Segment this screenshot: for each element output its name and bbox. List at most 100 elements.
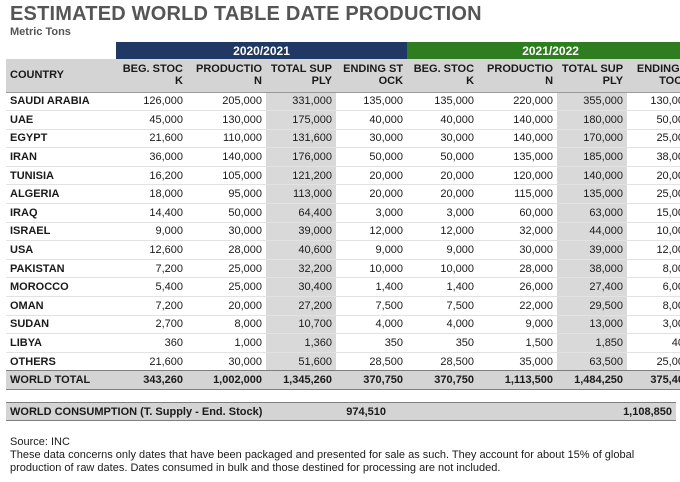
- value-cell: 36,000: [149, 151, 183, 164]
- year-header-2020-2021: 2020/2021: [116, 42, 408, 59]
- total-cell: 370,750: [336, 370, 408, 390]
- table-row: ISRAEL 9,000 30,000 39,000 12,000 12,000…: [6, 222, 680, 241]
- value-cell: 30,000: [369, 132, 404, 145]
- col-header-country: COUNTRY: [6, 59, 116, 93]
- table-row: EGYPT 21,600 110,000 131,600 30,000 30,0…: [6, 129, 680, 148]
- country-cell: ISRAEL: [10, 225, 51, 238]
- value-cell: 13,000: [557, 315, 628, 334]
- col-header-production: PRODUCTION: [187, 59, 266, 93]
- value-cell: 50,000: [228, 206, 262, 219]
- col-header-beg-stock: BEG. STOCK: [407, 59, 479, 93]
- total-cell: 375,400: [627, 370, 680, 390]
- value-cell: 39,000: [266, 222, 336, 241]
- source-note: Source: INC: [10, 436, 70, 448]
- value-cell: 21,600: [149, 132, 183, 145]
- value-cell: 5,400: [155, 281, 183, 294]
- col-header-total-supply: TOTAL SUPPLY: [557, 59, 628, 93]
- value-cell: 25,000: [656, 355, 680, 368]
- value-cell: 12,000: [656, 244, 680, 257]
- value-cell: 50,000: [440, 151, 475, 164]
- value-cell: 7,200: [155, 262, 183, 275]
- value-cell: 28,000: [228, 244, 262, 257]
- value-cell: 400: [671, 337, 680, 350]
- world-consumption-row: WORLD CONSUMPTION (T. Supply - End. Stoc…: [6, 402, 676, 421]
- value-cell: 135,000: [363, 95, 404, 108]
- value-cell: 355,000: [557, 92, 628, 111]
- value-cell: 20,000: [369, 169, 404, 182]
- value-cell: 140,000: [513, 113, 554, 126]
- value-cell: 20,000: [228, 299, 262, 312]
- value-cell: 2,700: [155, 318, 183, 331]
- value-cell: 1,000: [234, 337, 262, 350]
- value-cell: 95,000: [228, 188, 262, 201]
- value-cell: 28,000: [519, 262, 554, 275]
- value-cell: 12,000: [369, 225, 404, 238]
- value-cell: 35,000: [519, 355, 554, 368]
- value-cell: 38,000: [557, 259, 628, 278]
- value-cell: 360: [164, 337, 183, 350]
- col-header-ending-stock: ENDING STOCK: [336, 59, 408, 93]
- value-cell: 6,000: [662, 281, 680, 294]
- value-cell: 10,000: [656, 225, 680, 238]
- total-cell: 1,345,260: [266, 370, 336, 390]
- total-cell: 1,113,500: [478, 370, 558, 390]
- value-cell: 176,000: [266, 147, 336, 167]
- value-cell: 140,000: [513, 132, 554, 145]
- country-cell: EGYPT: [10, 132, 48, 145]
- page-title: ESTIMATED WORLD TABLE DATE PRODUCTION: [10, 3, 482, 25]
- value-cell: 25,000: [656, 188, 680, 201]
- table-row: LIBYA 360 1,000 1,360 350 350 1,500 1,85…: [6, 333, 680, 353]
- value-cell: 8,000: [662, 262, 680, 275]
- country-cell: PAKISTAN: [10, 262, 65, 275]
- value-cell: 110,000: [223, 132, 262, 145]
- value-cell: 25,000: [228, 281, 262, 294]
- value-cell: 32,200: [266, 259, 336, 278]
- value-cell: 14,400: [149, 206, 183, 219]
- value-cell: 331,000: [266, 92, 336, 111]
- value-cell: 10,000: [369, 262, 404, 275]
- country-cell: SAUDI ARABIA: [10, 95, 90, 108]
- value-cell: 22,000: [519, 299, 554, 312]
- world-consumption-label: WORLD CONSUMPTION (T. Supply - End. Stoc…: [10, 406, 263, 418]
- value-cell: 135,000: [513, 151, 554, 164]
- value-cell: 10,700: [266, 315, 336, 334]
- value-cell: 175,000: [266, 110, 336, 130]
- value-cell: 1,400: [446, 281, 475, 294]
- value-cell: 135,000: [557, 184, 628, 204]
- value-cell: 20,000: [656, 169, 680, 182]
- country-cell: MOROCCO: [10, 281, 69, 294]
- value-cell: 4,000: [375, 318, 404, 331]
- country-cell: WORLD TOTAL: [6, 370, 116, 390]
- value-cell: 140,000: [557, 166, 628, 185]
- country-cell: OTHERS: [10, 355, 56, 368]
- value-cell: 3,000: [375, 206, 404, 219]
- value-cell: 30,000: [440, 132, 475, 145]
- value-cell: 140,000: [222, 151, 262, 164]
- value-cell: 26,000: [519, 281, 554, 294]
- footnote: These data concerns only dates that have…: [10, 449, 635, 474]
- col-header-production: PRODUCTION: [478, 59, 558, 93]
- country-cell: OMAN: [10, 299, 44, 312]
- country-cell: UAE: [10, 113, 34, 126]
- table-row: UAE 45,000 130,000 175,000 40,000 40,000…: [6, 110, 680, 130]
- value-cell: 27,400: [557, 277, 628, 297]
- value-cell: 220,000: [513, 95, 554, 108]
- value-cell: 30,400: [266, 277, 336, 297]
- value-cell: 185,000: [557, 147, 628, 167]
- value-cell: 63,500: [557, 352, 628, 371]
- value-cell: 60,000: [519, 206, 554, 219]
- value-cell: 25,000: [656, 132, 680, 145]
- value-cell: 3,000: [662, 318, 680, 331]
- value-cell: 105,000: [222, 169, 262, 182]
- value-cell: 20,000: [440, 188, 475, 201]
- value-cell: 12,600: [149, 244, 183, 257]
- value-cell: 350: [455, 337, 475, 350]
- value-cell: 44,000: [557, 222, 628, 241]
- col-header-ending-stock: ENDING STOCK: [627, 59, 680, 93]
- value-cell: 12,000: [440, 225, 475, 238]
- value-cell: 205,000: [222, 95, 262, 108]
- value-cell: 121,200: [266, 166, 336, 185]
- value-cell: 131,600: [266, 129, 336, 148]
- value-cell: 20,000: [440, 169, 475, 182]
- world-total-row: WORLD TOTAL 343,260 1,002,000 1,345,260 …: [6, 370, 680, 390]
